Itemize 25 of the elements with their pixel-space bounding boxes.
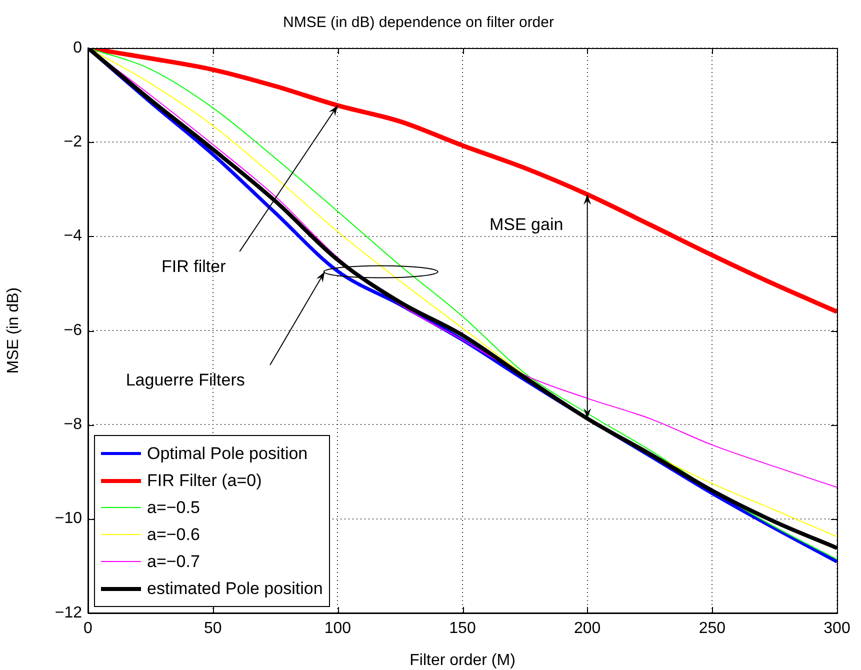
x-tick-label: 150 xyxy=(449,620,476,638)
y-tick-label: −4 xyxy=(64,228,82,245)
y-tick-label: −2 xyxy=(64,134,82,151)
legend-label: Optimal Pole position xyxy=(147,444,308,464)
legend-label: a=−0.7 xyxy=(147,552,200,572)
y-tick-label: −8 xyxy=(64,416,82,434)
annotation: FIR filter xyxy=(162,256,226,276)
x-tick-label: 100 xyxy=(324,620,352,638)
legend-label: a=−0.5 xyxy=(147,498,200,518)
x-tick-label: 300 xyxy=(824,620,850,638)
y-tick-label: −12 xyxy=(54,604,82,622)
chart-title: NMSE (in dB) dependence on filter order xyxy=(283,14,554,32)
x-tick-label: 200 xyxy=(574,620,601,638)
legend-label: estimated Pole position xyxy=(147,578,323,598)
x-axis-title: Filter order (M) xyxy=(410,652,516,669)
legend-label: a=−0.6 xyxy=(147,524,200,544)
y-tick-label: −10 xyxy=(54,510,82,528)
annotation: MSE gain xyxy=(489,214,564,234)
legend-label: FIR Filter (a=0) xyxy=(147,470,262,490)
y-tick-label: −6 xyxy=(64,322,82,339)
y-axis-title: MSE (in dB) xyxy=(5,287,22,374)
x-tick-label: 50 xyxy=(204,620,222,638)
x-tick-label: 250 xyxy=(698,620,726,638)
annotation: Laguerre Filters xyxy=(126,370,245,390)
y-tick-label: 0 xyxy=(73,39,82,56)
